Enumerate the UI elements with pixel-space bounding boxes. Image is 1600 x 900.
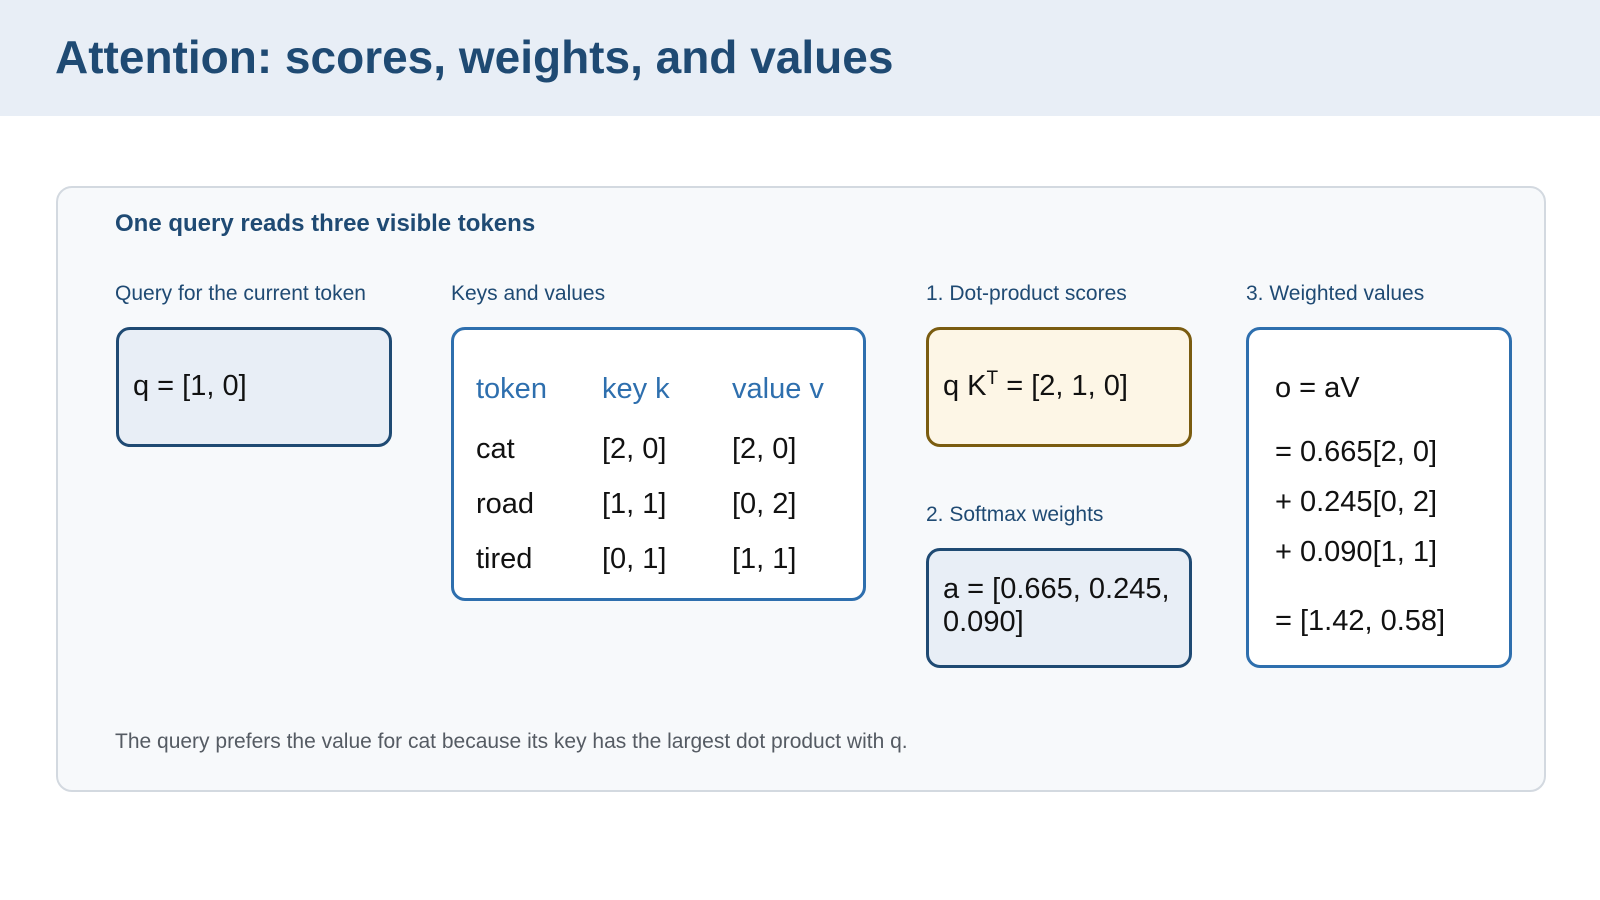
kv-row-road-key: [1, 1] [602, 488, 667, 520]
panel-caption: The query prefers the value for cat beca… [115, 730, 908, 753]
panel-title: One query reads three visible tokens [115, 210, 536, 237]
weighted-line: + 0.090[1, 1] [1275, 536, 1438, 568]
weighted-line: o = aV [1275, 372, 1360, 404]
kv-row-cat-token: cat [476, 433, 515, 465]
scores-formula: q KT = [2, 1, 0] [943, 368, 1128, 403]
scores-label: 1. Dot-product scores [926, 282, 1127, 305]
scores-rhs: = [2, 1, 0] [998, 370, 1128, 402]
weighted-box [1246, 327, 1512, 668]
kv-header-value: value v [732, 373, 824, 405]
kv-row-road-value: [0, 2] [732, 488, 797, 520]
kv-header-token: token [476, 373, 547, 405]
weighted-line: + 0.245[0, 2] [1275, 486, 1438, 518]
softmax-box [926, 548, 1192, 668]
keys-values-box [451, 327, 866, 601]
page-title: Attention: scores, weights, and values [55, 31, 894, 83]
kv-header-key: key k [602, 373, 670, 405]
weighted-label: 3. Weighted values [1246, 282, 1425, 305]
scores-transpose: T [986, 368, 999, 389]
kv-row-cat-value: [2, 0] [732, 433, 797, 465]
scores-lhs: q K [943, 370, 987, 402]
kv-row-tired-token: tired [476, 543, 533, 575]
kv-row-tired-value: [1, 1] [732, 543, 797, 575]
kv-row-road-token: road [476, 488, 535, 520]
header-band [0, 0, 1600, 116]
kv-row-tired-key: [0, 1] [602, 543, 667, 575]
weighted-line: = 0.665[2, 0] [1275, 436, 1438, 468]
keys-values-label: Keys and values [451, 282, 606, 305]
query-label: Query for the current token [115, 282, 366, 305]
scores-box [926, 327, 1192, 447]
weighted-result: = [1.42, 0.58] [1275, 605, 1446, 637]
softmax-formula: a = [0.665, 0.245, 0.090] [943, 573, 1170, 638]
query-formula: q = [1, 0] [133, 370, 247, 402]
kv-row-cat-key: [2, 0] [602, 433, 667, 465]
query-box [116, 327, 392, 447]
softmax-label: 2. Softmax weights [926, 503, 1104, 526]
